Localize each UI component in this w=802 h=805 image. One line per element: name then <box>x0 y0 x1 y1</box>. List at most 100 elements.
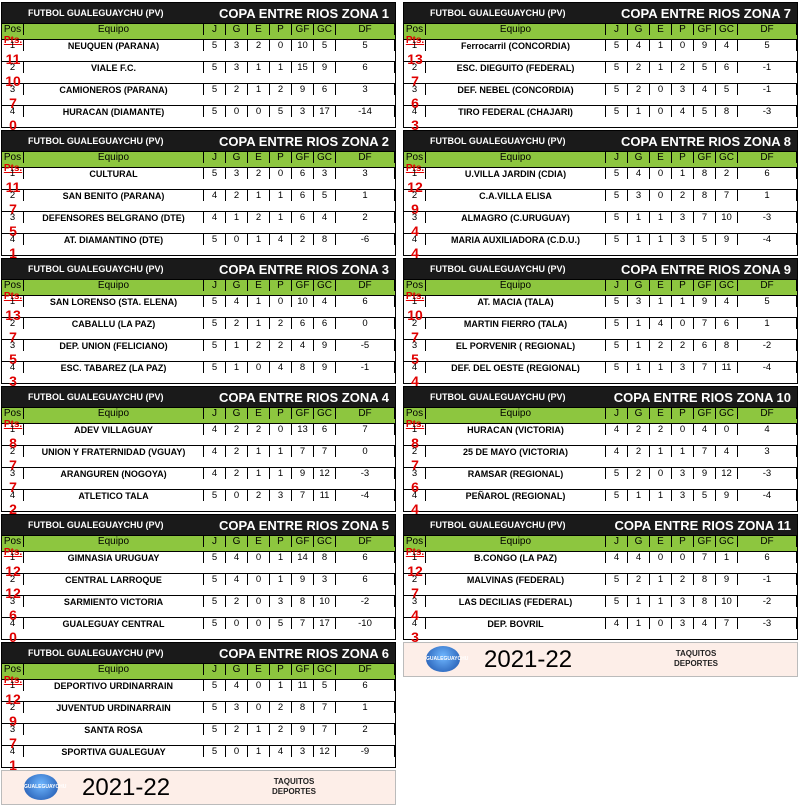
points-cell: 7 <box>411 585 419 601</box>
standings-table-left-1: FUTBOL GUALEGUAYCHU (PV) COPA ENTRE RIOS… <box>1 2 396 133</box>
goals-for-cell: 7 <box>292 618 314 629</box>
position-cell: 4 <box>404 362 426 373</box>
lost-cell: 1 <box>270 190 292 201</box>
goal-difference-cell: -3 <box>336 468 395 479</box>
won-cell: 2 <box>628 446 650 457</box>
position-cell: 2 <box>404 446 426 457</box>
header-df: DF <box>738 408 797 419</box>
played-cell: 4 <box>204 424 226 435</box>
position-cell: 4 <box>2 106 24 117</box>
table-row: 1 HURACAN (VICTORIA) 4 2 2 0 4 0 4 8 <box>404 423 797 451</box>
header-pos: Pos <box>404 152 426 163</box>
position-cell: 2 <box>2 702 24 713</box>
played-cell: 5 <box>606 212 628 223</box>
header-gf: GF <box>292 152 314 163</box>
table-row: 2 MALVINAS (FEDERAL) 5 2 1 2 8 9 -1 7 <box>404 573 797 601</box>
lost-cell: 1 <box>270 62 292 73</box>
goal-difference-cell: -2 <box>738 596 797 607</box>
table-row: 1 U.VILLA JARDIN (CDIA) 5 4 0 1 8 2 6 12 <box>404 167 797 195</box>
header-gc: GC <box>716 24 738 35</box>
standings-table-right-3: FUTBOL GUALEGUAYCHU (PV) COPA ENTRE RIOS… <box>403 258 798 389</box>
played-cell: 5 <box>204 618 226 629</box>
header-j: J <box>606 152 628 163</box>
team-name-cell: DEPORTIVO URDINARRAIN <box>24 680 204 691</box>
header-gc: GC <box>716 280 738 291</box>
goals-for-cell: 10 <box>292 40 314 51</box>
points-cell: 4 <box>411 373 419 389</box>
goals-for-cell: 9 <box>694 468 716 479</box>
header-e: E <box>248 664 270 675</box>
position-cell: 4 <box>2 618 24 629</box>
table-row: 2 CABALLU (LA PAZ) 5 2 1 2 6 6 0 7 <box>2 317 395 345</box>
header-team: Equipo <box>426 152 606 163</box>
header-df: DF <box>336 24 395 35</box>
position-cell: 4 <box>404 490 426 501</box>
goals-against-cell: 17 <box>314 106 336 117</box>
won-cell: 3 <box>628 296 650 307</box>
team-name-cell: AT. MACIA (TALA) <box>426 296 606 307</box>
header-team: Equipo <box>24 280 204 291</box>
goals-for-cell: 6 <box>292 212 314 223</box>
points-cell: 7 <box>411 457 419 473</box>
table-body: 1 HURACAN (VICTORIA) 4 2 2 0 4 0 4 8 2 25 DE MAYO (… <box>404 423 797 517</box>
goal-difference-cell: 5 <box>738 40 797 51</box>
points-cell: 7 <box>9 735 17 751</box>
lost-cell: 0 <box>672 552 694 563</box>
points-cell: 7 <box>9 329 17 345</box>
zone-header: FUTBOL GUALEGUAYCHU (PV) COPA ENTRE RIOS… <box>2 131 395 151</box>
drawn-cell: 0 <box>650 190 672 201</box>
drawn-cell: 1 <box>650 234 672 245</box>
points-cell: 9 <box>411 201 419 217</box>
drawn-cell: 0 <box>248 362 270 373</box>
won-cell: 0 <box>226 746 248 757</box>
won-cell: 4 <box>628 552 650 563</box>
zone-title: COPA ENTRE RIOS ZONA 6 <box>219 645 389 661</box>
lost-cell: 2 <box>270 724 292 735</box>
won-cell: 2 <box>226 190 248 201</box>
won-cell: 2 <box>226 446 248 457</box>
lost-cell: 1 <box>270 446 292 457</box>
goal-difference-cell: 0 <box>336 446 395 457</box>
organization-label: FUTBOL GUALEGUAYCHU (PV) <box>28 264 164 274</box>
goals-against-cell: 11 <box>314 490 336 501</box>
goals-against-cell: 9 <box>314 340 336 351</box>
zone-header: FUTBOL GUALEGUAYCHU (PV) COPA ENTRE RIOS… <box>404 131 797 151</box>
table-body: 1 U.VILLA JARDIN (CDIA) 5 4 0 1 8 2 6 12 2 C.A.VILL… <box>404 167 797 261</box>
column-header-row: Pos Equipo J G E P GF GC DF Pts. <box>404 151 797 174</box>
header-gf: GF <box>292 408 314 419</box>
goals-against-cell: 8 <box>716 106 738 117</box>
header-pts: Pts. <box>405 163 425 174</box>
lost-cell: 0 <box>672 40 694 51</box>
header-j: J <box>204 24 226 35</box>
goal-difference-cell: -1 <box>738 574 797 585</box>
goal-difference-cell: -3 <box>738 468 797 479</box>
points-cell: 5 <box>9 351 17 367</box>
goal-difference-cell: -4 <box>738 490 797 501</box>
played-cell: 5 <box>606 318 628 329</box>
header-df: DF <box>738 24 797 35</box>
team-name-cell: 25 DE MAYO (VICTORIA) <box>426 446 606 457</box>
played-cell: 5 <box>606 296 628 307</box>
goal-difference-cell: 6 <box>738 168 797 179</box>
played-cell: 5 <box>606 490 628 501</box>
header-team: Equipo <box>426 280 606 291</box>
table-row: 2 MARTIN FIERRO (TALA) 5 1 4 0 7 6 1 7 <box>404 317 797 345</box>
position-cell: 3 <box>404 212 426 223</box>
goals-against-cell: 1 <box>716 552 738 563</box>
header-team: Equipo <box>24 408 204 419</box>
points-cell: 5 <box>411 351 419 367</box>
lost-cell: 1 <box>672 168 694 179</box>
zone-title: COPA ENTRE RIOS ZONA 3 <box>219 261 389 277</box>
goals-for-cell: 8 <box>292 596 314 607</box>
drawn-cell: 2 <box>650 340 672 351</box>
header-df: DF <box>336 536 395 547</box>
played-cell: 5 <box>204 490 226 501</box>
zone-header: FUTBOL GUALEGUAYCHU (PV) COPA ENTRE RIOS… <box>2 643 395 663</box>
header-gc: GC <box>314 24 336 35</box>
goal-difference-cell: 6 <box>336 62 395 73</box>
table-row: 1 GIMNASIA URUGUAY 5 4 0 1 14 8 6 12 <box>2 551 395 579</box>
header-pos: Pos <box>2 152 24 163</box>
goals-against-cell: 3 <box>314 574 336 585</box>
goal-difference-cell: -1 <box>738 84 797 95</box>
header-j: J <box>204 152 226 163</box>
